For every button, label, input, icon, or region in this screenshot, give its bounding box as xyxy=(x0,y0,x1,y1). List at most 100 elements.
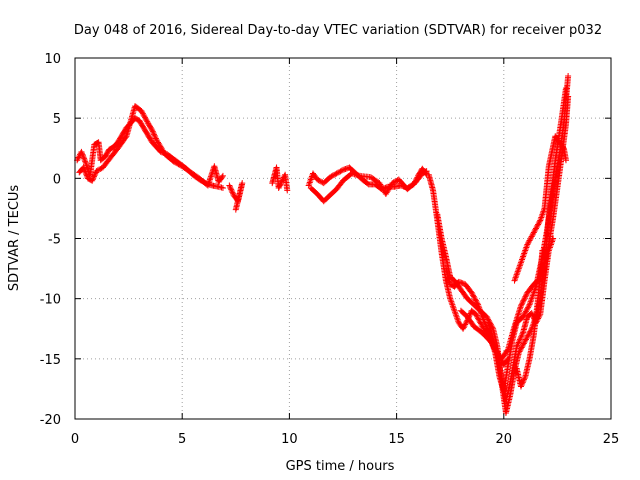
data-point xyxy=(490,341,497,348)
data-point xyxy=(391,178,398,185)
data-point xyxy=(332,171,339,178)
plot-frame xyxy=(74,57,612,420)
data-point xyxy=(142,115,149,122)
data-point xyxy=(517,383,524,390)
data-point xyxy=(80,164,87,171)
data-point xyxy=(230,190,237,197)
data-point xyxy=(519,330,526,337)
data-point xyxy=(470,292,477,299)
data-point xyxy=(92,170,99,177)
data-point xyxy=(523,292,530,299)
data-point xyxy=(515,339,522,346)
data-point xyxy=(337,168,344,175)
data-point xyxy=(460,325,467,332)
data-point xyxy=(460,324,467,331)
data-point xyxy=(532,226,539,233)
data-point xyxy=(523,335,530,342)
data-point xyxy=(74,155,81,162)
x-tick-label: 15 xyxy=(388,432,405,447)
data-point xyxy=(327,174,334,181)
y-tick-label: -20 xyxy=(40,413,61,428)
data-point xyxy=(525,240,532,247)
data-point xyxy=(228,186,235,193)
data-point xyxy=(82,169,89,176)
data-point xyxy=(462,321,469,328)
data-point xyxy=(522,336,529,343)
y-tick-label: -5 xyxy=(48,233,61,248)
data-point xyxy=(97,165,104,172)
data-point xyxy=(525,331,532,338)
data-point xyxy=(226,182,233,189)
data-point xyxy=(82,158,89,165)
y-axis-label: SDTVAR / TECUs xyxy=(7,185,22,292)
data-point xyxy=(228,188,235,195)
x-tick-label: 10 xyxy=(281,432,298,447)
data-point xyxy=(473,312,480,319)
data-point xyxy=(521,375,528,382)
data-point xyxy=(91,172,98,179)
data-point xyxy=(473,299,480,306)
data-point xyxy=(316,177,323,184)
data-point xyxy=(390,179,397,186)
data-point xyxy=(559,144,566,151)
data-point xyxy=(519,380,526,387)
data-point xyxy=(518,344,525,351)
data-point xyxy=(315,177,322,184)
data-point xyxy=(422,168,429,175)
data-point xyxy=(81,155,88,162)
data-point xyxy=(522,337,529,344)
data-point xyxy=(522,308,529,315)
data-point xyxy=(529,232,536,239)
data-point xyxy=(491,344,498,351)
data-point xyxy=(525,304,532,311)
data-point xyxy=(518,301,525,308)
data-point xyxy=(495,352,502,359)
data-point xyxy=(227,185,234,192)
data-point xyxy=(520,340,527,347)
data-point xyxy=(504,357,511,364)
data-point xyxy=(525,332,532,339)
data-point xyxy=(516,336,523,343)
data-point xyxy=(152,134,159,141)
data-point xyxy=(521,294,528,301)
data-point xyxy=(90,173,97,180)
data-point xyxy=(514,342,521,349)
y-tick-label: 10 xyxy=(44,52,61,67)
data-point xyxy=(151,131,158,138)
x-tick-label: 0 xyxy=(71,432,79,447)
data-point xyxy=(474,313,481,320)
data-point xyxy=(81,156,88,163)
data-point xyxy=(518,382,525,389)
data-point xyxy=(138,107,145,114)
data-point xyxy=(142,114,149,121)
data-point xyxy=(423,168,430,175)
data-point xyxy=(81,167,88,174)
data-point xyxy=(527,236,534,243)
data-point xyxy=(149,127,156,134)
data-point xyxy=(505,355,512,362)
data-point xyxy=(79,151,86,158)
data-point xyxy=(149,128,156,135)
data-point xyxy=(232,206,239,213)
data-point xyxy=(492,346,499,353)
data-point xyxy=(229,189,236,196)
data-point xyxy=(525,238,532,245)
y-tick-label: -10 xyxy=(40,293,61,308)
data-point xyxy=(498,357,505,364)
data-point xyxy=(139,109,146,116)
data-point xyxy=(334,169,341,176)
data-point xyxy=(89,176,96,183)
data-point xyxy=(80,152,87,159)
data-point xyxy=(336,169,343,176)
y-tick-label: 5 xyxy=(53,112,61,127)
data-point xyxy=(148,125,155,132)
data-point xyxy=(471,294,478,301)
x-tick-label: 25 xyxy=(603,432,620,447)
data-point xyxy=(470,293,477,300)
data-point xyxy=(75,154,82,161)
data-point xyxy=(314,176,321,183)
data-point xyxy=(527,234,534,241)
data-point xyxy=(90,174,97,181)
data-point xyxy=(93,168,100,175)
data-point xyxy=(338,167,345,174)
